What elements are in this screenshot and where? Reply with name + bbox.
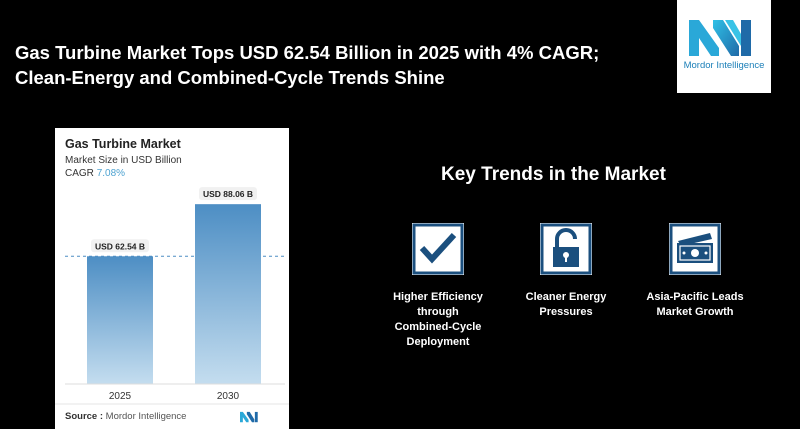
trend-2-line-2: Pressures — [539, 306, 593, 318]
trend-label-2: Cleaner Energy Pressures — [501, 290, 631, 320]
trend-1-line-1: Higher Efficiency — [393, 291, 483, 303]
trend-1-line-3: Combined-Cycle — [394, 321, 482, 333]
value-label-bg-2025 — [91, 239, 149, 253]
brand-logo: Mordor Intelligence — [677, 0, 771, 93]
trend-3-line-2: Market Growth — [656, 306, 734, 318]
trend-label-1: Higher Efficiency through Combined-Cycle… — [373, 290, 503, 350]
trend-icon-3 — [669, 223, 721, 275]
source-label: Source : — [65, 411, 104, 422]
source-logo-icon — [240, 411, 258, 423]
trend-3-line-1: Asia-Pacific Leads — [646, 291, 744, 303]
cagr-value: 7.08% — [96, 168, 126, 179]
logo-text: Mordor Intelligence — [683, 60, 765, 71]
chart-subtitle: Market Size in USD Billion — [65, 155, 182, 166]
source-value: Mordor Intelligence — [105, 411, 187, 422]
trend-1-line-4: Deployment — [406, 336, 470, 348]
value-label-bg-2030 — [199, 187, 257, 201]
padlock-icon — [540, 223, 592, 275]
headline: Gas Turbine Market Tops USD 62.54 Billio… — [15, 40, 665, 90]
cagr-line: CAGR 7.08% — [65, 168, 125, 179]
money-bills-icon — [669, 223, 721, 275]
bar-chart: USD 62.54 B 2025 USD 88.06 B 2030 — [55, 187, 289, 405]
trend-1-line-2: through — [417, 306, 459, 318]
trend-2-line-1: Cleaner Energy — [525, 291, 607, 303]
market-size-card: Gas Turbine Market Market Size in USD Bi… — [55, 128, 289, 429]
cagr-label: CAGR — [65, 168, 94, 179]
source-line: Source : Mordor Intelligence — [65, 411, 186, 422]
bar-2025 — [87, 256, 153, 384]
value-label-2025: USD 62.54 B — [95, 241, 145, 251]
trend-icon-1 — [412, 223, 464, 275]
category-label-2025: 2025 — [109, 391, 132, 402]
bar-2030 — [195, 204, 261, 384]
headline-line-2: Clean-Energy and Combined-Cycle Trends S… — [15, 67, 445, 88]
chart-title: Gas Turbine Market — [65, 137, 181, 151]
mordor-intelligence-logo-icon — [689, 20, 751, 56]
headline-line-1: Gas Turbine Market Tops USD 62.54 Billio… — [15, 42, 600, 63]
category-label-2030: 2030 — [217, 391, 240, 402]
trend-label-3: Asia-Pacific Leads Market Growth — [630, 290, 760, 320]
value-label-2030: USD 88.06 B — [203, 189, 253, 199]
trends-title: Key Trends in the Market — [441, 164, 666, 185]
checkmark-icon — [412, 223, 464, 275]
trend-icon-2 — [540, 223, 592, 275]
